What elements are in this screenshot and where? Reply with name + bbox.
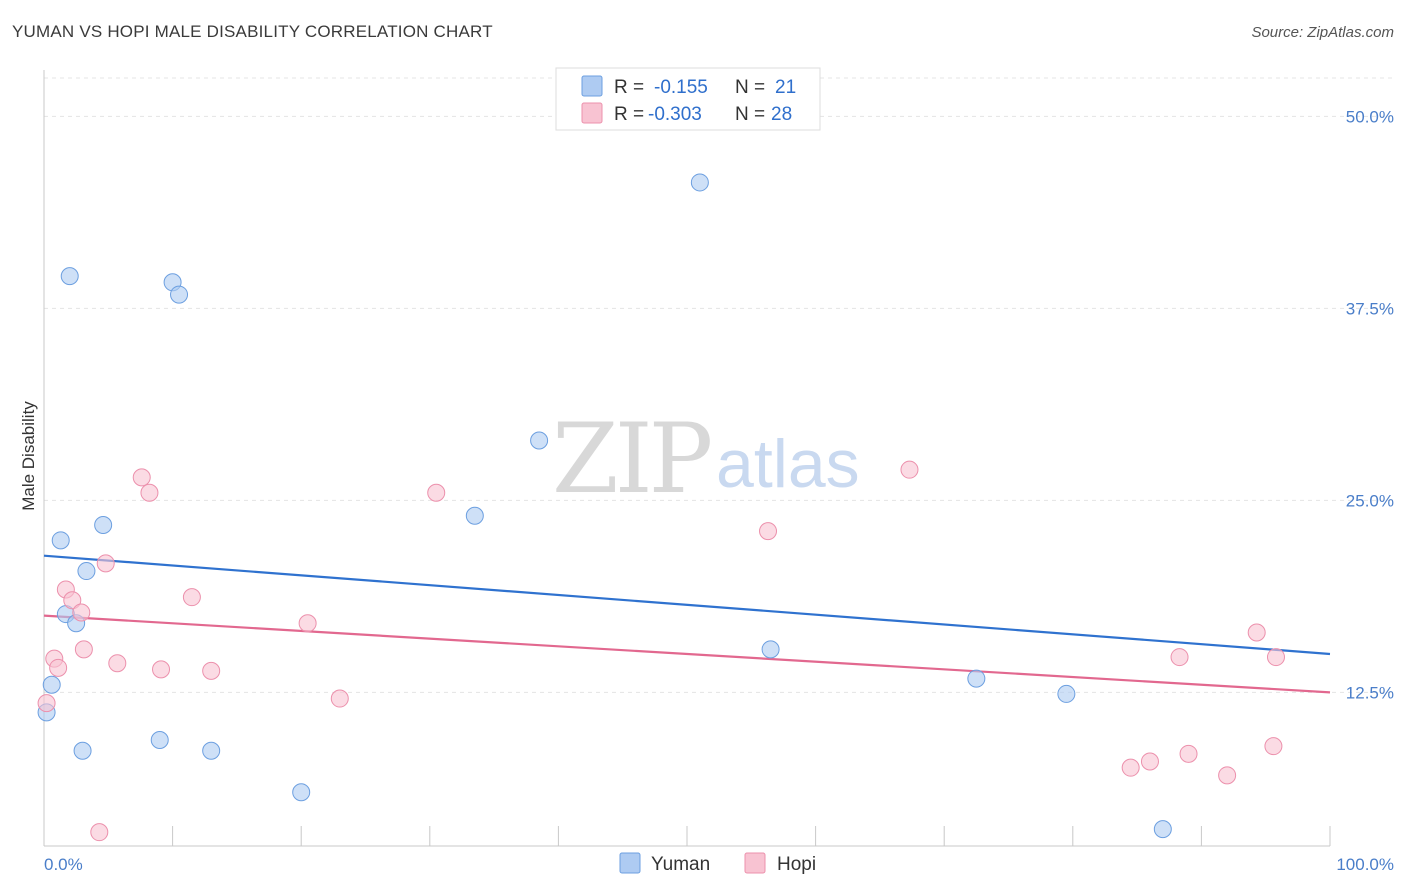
- yuman-trend-line: [43, 554, 1331, 656]
- y-axis-tick-labels: 50.0% 37.5% 25.0% 12.5%: [1346, 107, 1394, 702]
- trend-lines: [43, 554, 1331, 694]
- hopi-point: [108, 654, 127, 673]
- hopi-point: [298, 614, 317, 633]
- hopi-point: [1170, 648, 1189, 667]
- hopi-point: [152, 660, 171, 679]
- yuman-point: [60, 267, 79, 286]
- hopi-point: [132, 468, 151, 487]
- x-axis-ticks: [172, 826, 1331, 846]
- series-legend: Yuman Hopi: [619, 852, 816, 875]
- yuman-point: [150, 731, 169, 750]
- hopi-point: [1218, 766, 1237, 785]
- x-tick-label-min: 0.0%: [44, 855, 83, 874]
- yuman-point: [1153, 820, 1172, 839]
- yuman-point: [292, 783, 311, 802]
- yuman-point: [94, 515, 113, 534]
- yuman-point: [202, 741, 221, 760]
- yuman-point: [73, 741, 92, 760]
- hopi-point: [759, 522, 778, 541]
- hopi-point: [72, 603, 91, 622]
- yuman-n-label: N =: [735, 77, 765, 98]
- hopi-point: [74, 640, 93, 659]
- yuman-point: [42, 675, 61, 694]
- hopi-point: [63, 591, 82, 610]
- hopi-point: [90, 823, 109, 842]
- legend-hopi-label: Hopi: [777, 854, 816, 875]
- hopi-point: [1266, 648, 1285, 667]
- yuman-r-label: R =: [614, 77, 644, 98]
- hopi-point: [49, 658, 68, 677]
- yuman-point: [690, 173, 709, 192]
- yuman-point: [465, 506, 484, 525]
- yuman-point: [967, 669, 986, 688]
- legend-hopi-swatch: [744, 852, 766, 874]
- hopi-point: [330, 689, 349, 708]
- data-points: [37, 173, 1285, 842]
- hopi-n-label: N =: [735, 104, 765, 125]
- hopi-point: [1121, 758, 1140, 777]
- yuman-point: [170, 285, 189, 304]
- hopi-point: [1179, 744, 1198, 763]
- hopi-point: [900, 460, 919, 479]
- watermark-zip: ZIP: [552, 403, 711, 515]
- gridlines: [44, 77, 1394, 693]
- hopi-point: [96, 554, 115, 573]
- hopi-point: [37, 694, 56, 713]
- legend-yuman-swatch: [619, 852, 641, 874]
- yuman-point: [530, 431, 549, 450]
- yuman-point: [77, 562, 96, 581]
- hopi-swatch: [581, 102, 603, 124]
- stats-legend: R = -0.155 N = 21 R = -0.303 N = 28: [555, 67, 821, 131]
- hopi-r-label: R =: [614, 104, 644, 125]
- legend-yuman-label: Yuman: [651, 854, 710, 875]
- yuman-r-value: -0.155: [654, 77, 708, 98]
- yuman-point: [1057, 684, 1076, 703]
- hopi-trend-line: [43, 614, 1331, 694]
- hopi-point: [182, 588, 201, 607]
- y-tick-label: 37.5%: [1346, 299, 1394, 318]
- source-label: Source: ZipAtlas.com: [1251, 24, 1394, 41]
- hopi-point: [202, 661, 221, 680]
- hopi-point: [427, 483, 446, 502]
- y-axis-title: Male Disability: [19, 401, 38, 511]
- y-tick-label: 12.5%: [1346, 683, 1394, 702]
- y-tick-label: 50.0%: [1346, 107, 1394, 126]
- hopi-r-value: -0.303: [648, 104, 702, 125]
- yuman-swatch: [581, 75, 603, 97]
- hopi-n-value: 28: [771, 104, 792, 125]
- x-tick-label-max: 100.0%: [1336, 855, 1394, 874]
- yuman-point: [761, 640, 780, 659]
- hopi-point: [1264, 737, 1283, 756]
- y-tick-label: 25.0%: [1346, 491, 1394, 510]
- chart-title: YUMAN VS HOPI MALE DISABILITY CORRELATIO…: [12, 22, 493, 41]
- hopi-point: [1247, 623, 1266, 642]
- watermark-atlas: atlas: [716, 426, 860, 502]
- yuman-point: [51, 531, 70, 550]
- hopi-point: [1140, 752, 1159, 771]
- hopi-point: [140, 483, 159, 502]
- yuman-n-value: 21: [775, 77, 796, 98]
- watermark: ZIP atlas: [552, 403, 860, 515]
